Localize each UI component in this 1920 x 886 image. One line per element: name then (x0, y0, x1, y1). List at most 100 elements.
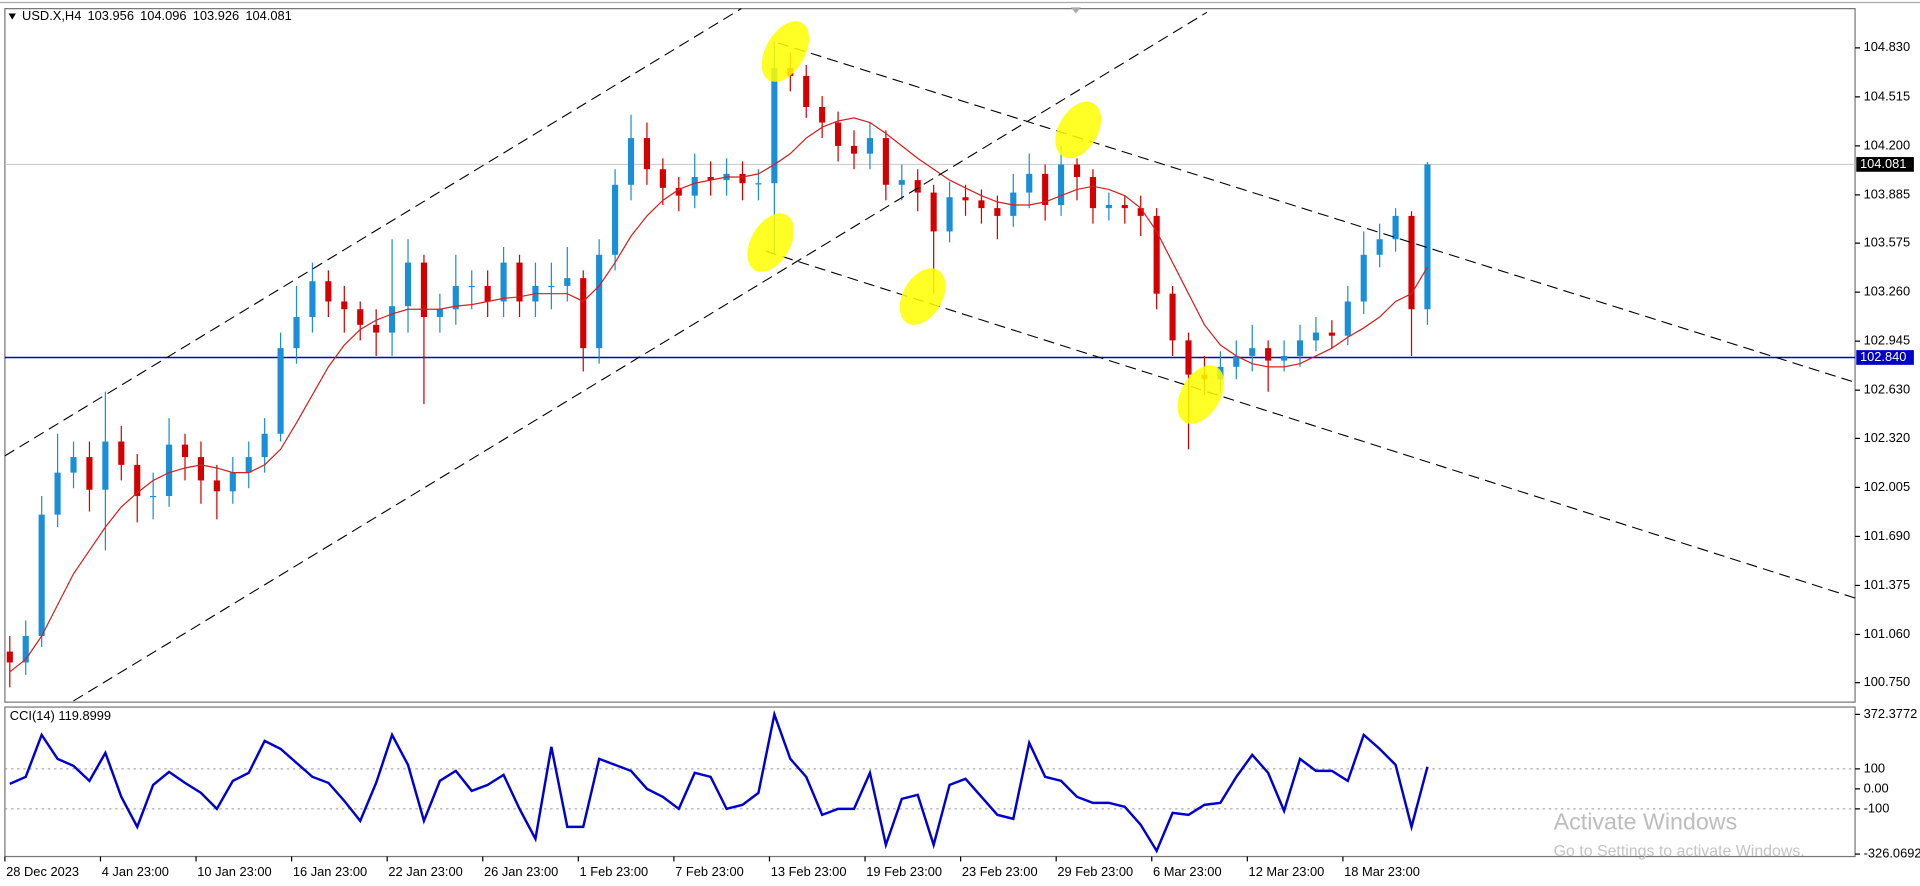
candle-body (850, 145, 858, 154)
y-tick-label: 0.00 (1864, 780, 1889, 795)
candle-body (86, 457, 93, 490)
candle-body (54, 472, 61, 515)
candle-body (1026, 173, 1033, 193)
header-value: 104.096 (140, 9, 186, 24)
candle-body (1296, 340, 1304, 356)
header-value: 103.956 (87, 9, 133, 24)
symbol-header: USD.X,H4 103.956 104.096 103.926 104.081 (22, 9, 292, 24)
candle-body (341, 301, 348, 310)
candle-body (1376, 239, 1383, 255)
x-tick-label: 12 Mar 23:00 (1249, 864, 1325, 879)
candle-body (675, 187, 682, 196)
y-tick-label: 372.3772 (1864, 706, 1918, 721)
candle-body (1344, 301, 1351, 336)
x-tick-label: 4 Jan 23:00 (102, 864, 169, 879)
y-tick-label: 104.830 (1864, 39, 1910, 54)
y-tick-label: 102.005 (1864, 479, 1910, 494)
candle-body (38, 514, 45, 637)
y-tick-label: 101.690 (1864, 528, 1910, 543)
y-tick-label: 100.750 (1864, 674, 1910, 689)
candle-body (596, 254, 603, 349)
candle-body (166, 444, 173, 496)
candle-body (564, 278, 571, 286)
candle-body (691, 176, 698, 196)
candle-body (771, 68, 778, 184)
y-tick-label: 104.200 (1864, 137, 1910, 152)
candle-body (1328, 332, 1335, 336)
main-panel (4, 8, 1856, 703)
candle-body (516, 262, 523, 302)
candle-body (659, 169, 666, 188)
header-value: 104.081 (245, 9, 291, 24)
y-tick-label: -100 (1864, 800, 1890, 815)
candle-body (914, 180, 921, 193)
x-tick-label: 1 Feb 23:00 (580, 864, 649, 879)
candle-body (245, 457, 252, 473)
shift-marker (1070, 7, 1081, 14)
y-tick-label: 102.320 (1864, 430, 1910, 445)
x-tick-label: 29 Feb 23:00 (1057, 864, 1133, 879)
candle-body (580, 278, 587, 349)
candle-body (1249, 348, 1256, 356)
highlight (747, 213, 794, 272)
highlight (1055, 101, 1102, 159)
candle-body (197, 457, 205, 481)
candle-body (22, 636, 29, 663)
x-tick-label: 10 Jan 23:00 (197, 864, 271, 879)
candle-body (1137, 208, 1144, 216)
channel-line (73, 11, 1208, 702)
candle-body (1042, 173, 1049, 206)
last-price-box (1856, 157, 1914, 172)
highlights (747, 21, 1225, 424)
candle-body (1169, 293, 1176, 341)
candle-body (1121, 205, 1128, 209)
moving-average (9, 117, 1428, 673)
y-tick-label: 101.060 (1864, 626, 1910, 641)
highlight (761, 21, 810, 82)
candle-body (643, 138, 651, 170)
candle-body (181, 444, 189, 458)
cci-line (9, 709, 1429, 854)
candle-body (1312, 332, 1320, 341)
x-tick-label: 18 Mar 23:00 (1344, 864, 1420, 879)
candle-body (1360, 254, 1367, 302)
y-tick-label: 102.630 (1864, 382, 1910, 397)
candle-body (1392, 215, 1399, 240)
candle-body (1408, 215, 1415, 310)
candle-body (118, 441, 125, 465)
x-tick-label: 22 Jan 23:00 (388, 864, 462, 879)
candle-body (293, 317, 300, 349)
x-tick-label: 26 Jan 23:00 (484, 864, 558, 879)
y-tick-label: 102.945 (1864, 333, 1910, 348)
candle-body (739, 173, 746, 184)
candle-body (1265, 348, 1272, 361)
candle-body (994, 208, 1001, 216)
candle-body (882, 138, 889, 185)
candle-body (930, 192, 937, 232)
x-tick-label: 19 Feb 23:00 (866, 864, 942, 879)
candle-body (835, 122, 842, 146)
x-tick-label: 7 Feb 23:00 (675, 864, 744, 879)
candle-body (1010, 192, 1017, 216)
candle-body (389, 306, 396, 333)
candle-body (548, 285, 555, 288)
highlight (899, 268, 946, 325)
candle-body (898, 180, 905, 185)
candle-body (1058, 164, 1065, 206)
candle-body (404, 262, 412, 307)
candle-body (978, 200, 985, 209)
candle-body (1089, 176, 1097, 209)
y-tick-label: -326.0692 (1864, 845, 1920, 860)
channel-lines (4, 8, 1856, 702)
candle-body (261, 433, 268, 458)
x-tick-label: 13 Feb 23:00 (771, 864, 847, 879)
candle-body (803, 75, 810, 107)
cci-title: CCI(14) 119.8999 (10, 708, 111, 723)
candle-body (1073, 164, 1081, 177)
watermark-title: Activate Windows (1554, 809, 1738, 835)
candle-body (357, 309, 364, 325)
last-price-label: 104.081 (1860, 156, 1906, 171)
y-tick-label: 100 (1864, 760, 1885, 775)
symbol: USD.X,H4 (22, 9, 81, 24)
